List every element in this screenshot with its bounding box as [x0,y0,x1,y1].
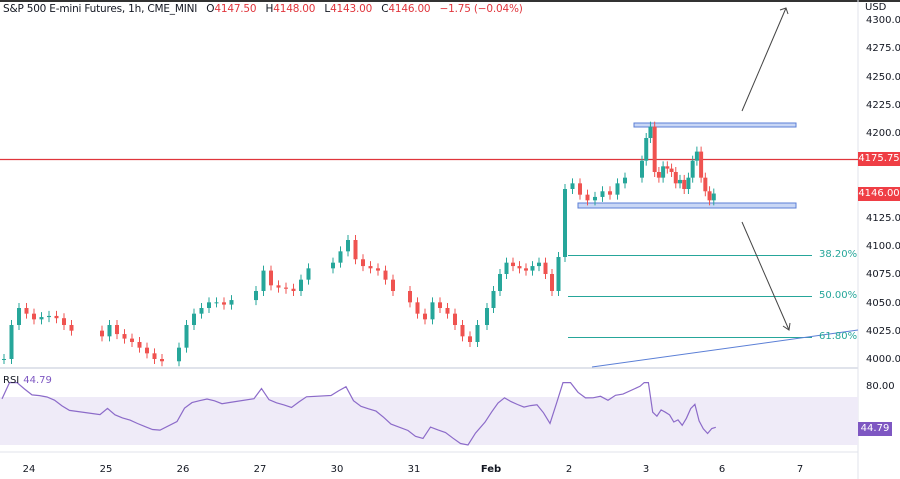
svg-text:4225.00: 4225.00 [866,100,900,111]
resistance-zone[interactable] [633,122,797,128]
up-arrow[interactable] [741,7,789,112]
high-label: H [265,3,274,15]
symbol-title[interactable]: S&P 500 E-mini Futures, 1h, CME_MINI [3,3,198,15]
high-value: 4148.00 [273,3,316,15]
down-arrow[interactable] [741,221,791,331]
svg-text:4075.00: 4075.00 [866,269,900,280]
time-label: Feb [480,464,502,475]
currency-label[interactable]: USD [865,2,887,13]
candlestick-series[interactable] [2,121,716,367]
svg-text:4300.00: 4300.00 [866,15,900,26]
svg-text:4025.00: 4025.00 [866,326,900,337]
resistance-price-tag: 4175.75 [858,152,900,166]
open-value: 4147.50 [214,3,257,15]
time-label: 24 [22,464,36,475]
close-label: C [381,3,389,15]
time-label: 30 [330,464,344,475]
svg-text:4000.00: 4000.00 [866,354,900,365]
svg-text:4050.00: 4050.00 [866,298,900,309]
open-label: O [206,3,215,15]
time-label: 27 [253,464,267,475]
fib-label-382: 38.20% [819,249,858,260]
rsi-value-tag: 44.79 [858,422,892,436]
time-label: 25 [99,464,113,475]
trendline[interactable] [591,329,859,368]
symbol-legend: S&P 500 E-mini Futures, 1h, CME_MINI O41… [3,3,523,15]
rsi-line[interactable] [1,382,716,446]
last-price-tag: 4146.00 [858,187,900,201]
time-label: 3 [642,464,650,475]
time-label: 31 [407,464,421,475]
low-label: L [324,3,331,15]
fib-label-618: 61.80% [819,331,858,342]
rsi-legend[interactable]: RSI 44.79 [3,375,52,386]
close-value: 4146.00 [388,3,431,15]
fib-label-500: 50.00% [819,290,858,301]
svg-text:4250.00: 4250.00 [866,72,900,83]
support-zone[interactable] [577,202,797,209]
low-value: 4143.00 [330,3,373,15]
svg-text:80.00: 80.00 [866,381,895,392]
time-label: 7 [796,464,804,475]
svg-text:4125.00: 4125.00 [866,213,900,224]
time-label: 6 [718,464,726,475]
change-value: −1.75 (−0.04%) [439,3,523,15]
rsi-label: RSI [3,375,20,386]
svg-text:4275.00: 4275.00 [866,43,900,54]
time-label: 2 [565,464,573,475]
rsi-value: 44.79 [23,375,52,386]
rsi-band [0,397,858,445]
svg-text:4200.00: 4200.00 [866,128,900,139]
svg-text:4100.00: 4100.00 [866,241,900,252]
price-axis-ticks: 4300.00 4275.00 4250.00 4225.00 4200.00 … [866,15,900,392]
time-label: 26 [176,464,190,475]
top-border [0,0,900,2]
